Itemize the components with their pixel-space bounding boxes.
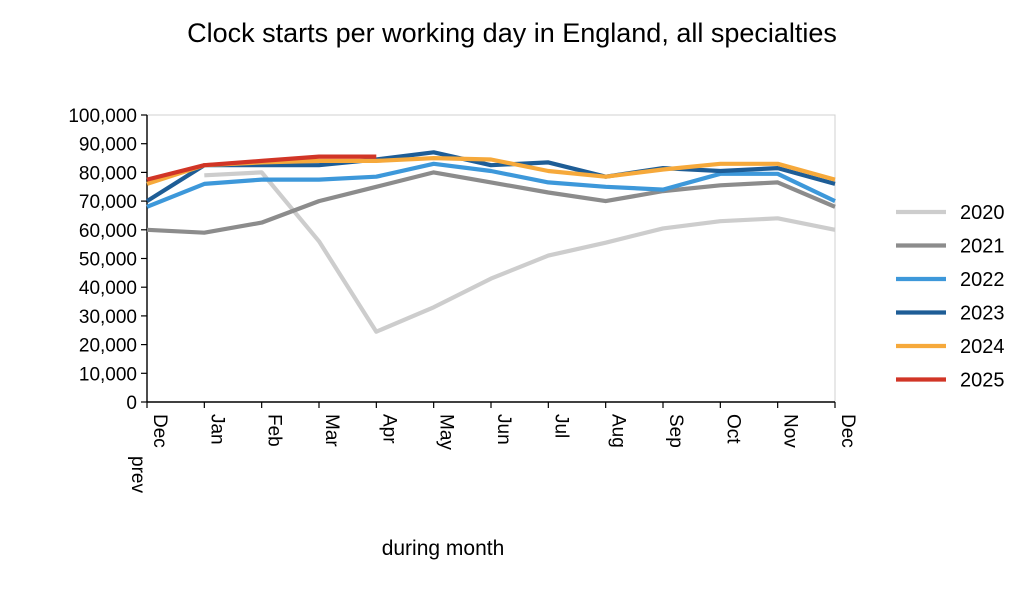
- series-line-2025: [146, 154, 377, 182]
- x-tick-label: Jul: [550, 414, 571, 438]
- x-tick-label: Feb: [264, 414, 285, 447]
- x-tick-label: Nov: [780, 414, 801, 448]
- y-tick-label: 100,000: [68, 106, 137, 127]
- x-tick-label: Oct: [722, 414, 743, 444]
- legend-label-2024: 2024: [960, 336, 1005, 358]
- y-tick-label: 30,000: [79, 307, 137, 328]
- legend-label-2022: 2022: [960, 269, 1005, 291]
- y-tick-label: 60,000: [79, 221, 137, 242]
- series-line-2023: [145, 150, 836, 203]
- y-axis-ticks: 0 10,000 20,000 30,000 40,000 50,000 60,000 70,…: [68, 106, 147, 414]
- x-tick-label: May: [436, 414, 457, 450]
- legend-label-2025: 2025: [960, 370, 1005, 392]
- y-tick-label: 20,000: [79, 336, 137, 357]
- y-tick-label: 10,000: [79, 364, 137, 385]
- x-tick-label: Sep: [665, 414, 686, 448]
- series-lines: [145, 150, 836, 334]
- x-tick-label-line2: prev: [127, 456, 148, 493]
- x-tick-label: Apr: [378, 414, 399, 444]
- y-tick-label: 80,000: [79, 163, 137, 184]
- y-tick-label: 70,000: [79, 192, 137, 213]
- x-tick-label: Dec: [149, 414, 170, 448]
- y-tick-label: 50,000: [79, 250, 137, 271]
- x-tick-label: Aug: [608, 414, 629, 448]
- series-line-2020: [204, 170, 836, 334]
- chart-title: Clock starts per working day in England,…: [187, 18, 837, 48]
- y-tick-label: 90,000: [79, 135, 137, 156]
- y-tick-label: 0: [126, 393, 137, 414]
- legend: 2020 2021 2022 2023 2024 2025: [896, 202, 1005, 392]
- x-tick-label: Dec: [837, 414, 858, 448]
- x-axis-label: during month: [381, 537, 505, 560]
- x-tick-label: Jun: [493, 414, 514, 445]
- y-tick-label: 40,000: [79, 278, 137, 299]
- legend-label-2021: 2021: [960, 236, 1005, 258]
- legend-label-2023: 2023: [960, 303, 1005, 325]
- series-line-2021: [146, 170, 836, 235]
- legend-label-2020: 2020: [960, 202, 1005, 224]
- series-line-2022: [146, 161, 836, 209]
- x-tick-label: Mar: [321, 414, 342, 447]
- x-tick-label: Jan: [206, 414, 227, 445]
